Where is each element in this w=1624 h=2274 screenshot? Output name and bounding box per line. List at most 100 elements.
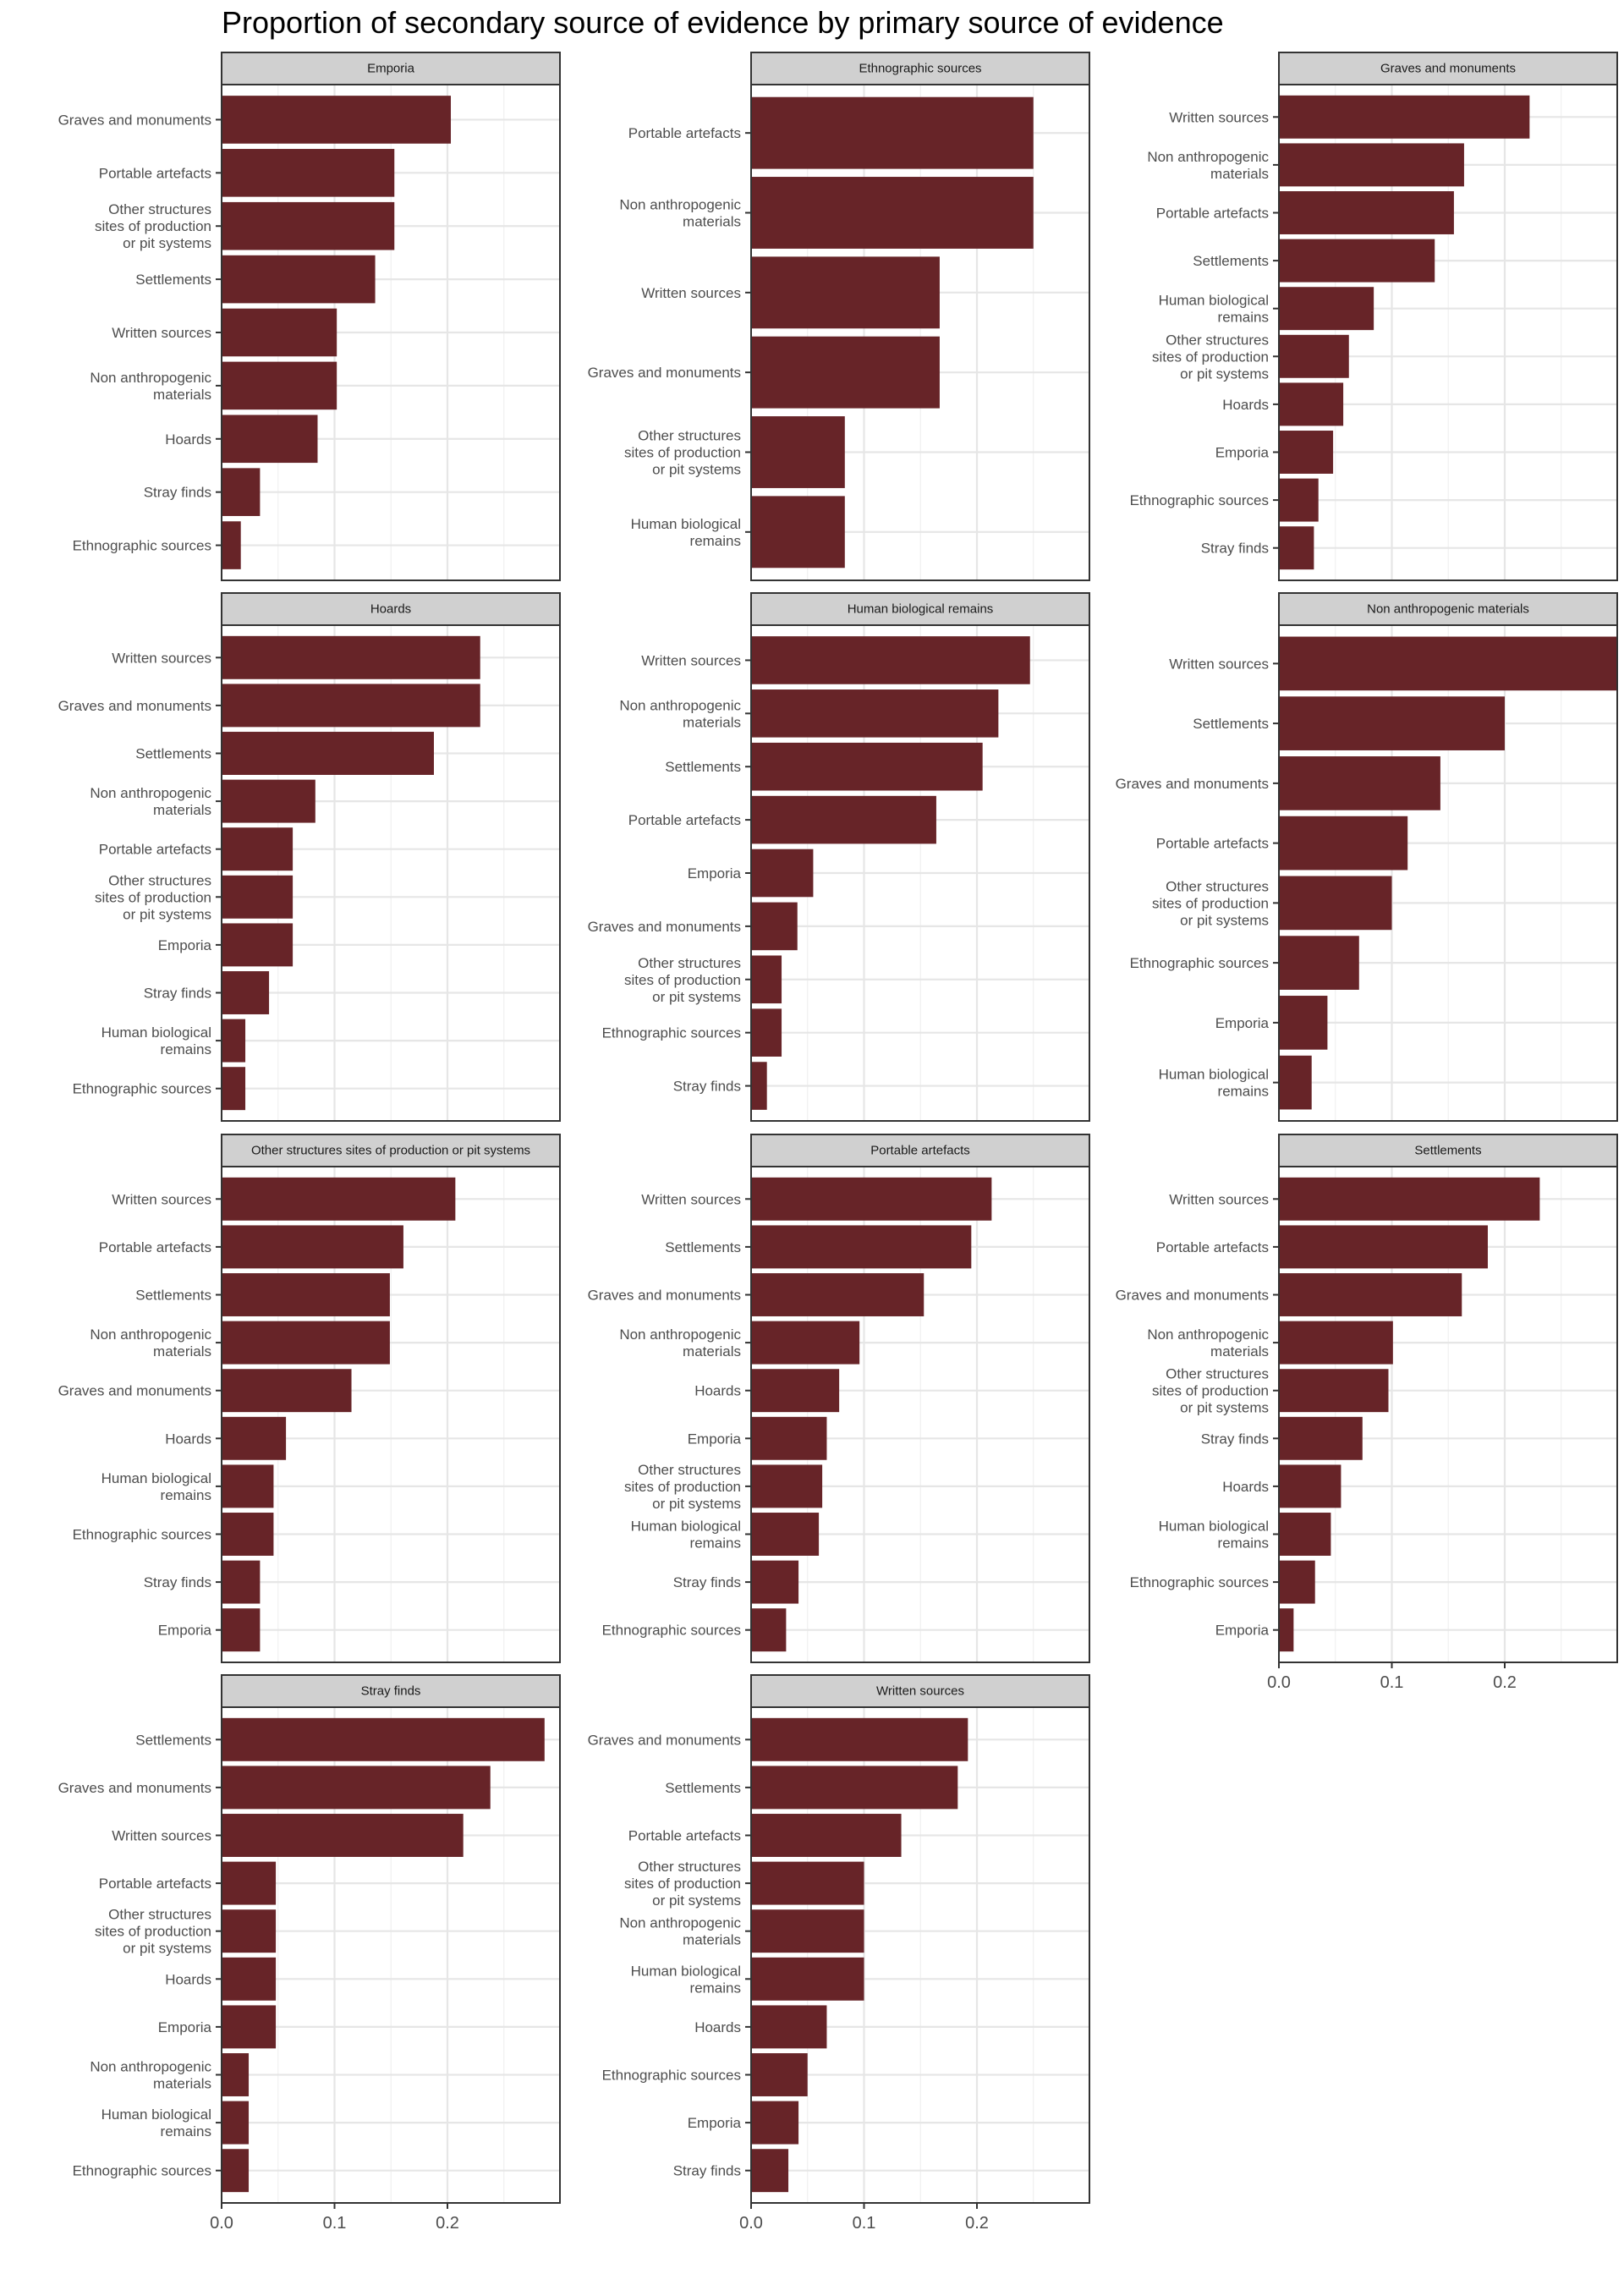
bar[interactable] [222, 779, 315, 823]
bar[interactable] [1279, 1225, 1488, 1269]
bar[interactable] [751, 1369, 840, 1413]
bar[interactable] [222, 1814, 464, 1857]
bar[interactable] [222, 1560, 261, 1604]
bar[interactable] [222, 1608, 261, 1652]
bar[interactable] [1279, 1177, 1540, 1221]
bar[interactable] [751, 1560, 799, 1604]
bar[interactable] [751, 636, 1030, 684]
bar[interactable] [751, 689, 999, 738]
bar[interactable] [1279, 526, 1314, 570]
bar[interactable] [751, 1464, 823, 1508]
bar[interactable] [751, 256, 940, 329]
bar[interactable] [1279, 936, 1359, 990]
bar[interactable] [222, 1177, 456, 1221]
bar[interactable] [1279, 287, 1374, 331]
bar[interactable] [222, 96, 452, 144]
bar[interactable] [222, 2101, 250, 2145]
bar[interactable] [222, 827, 294, 871]
bar[interactable] [751, 1909, 864, 1953]
bar[interactable] [222, 1957, 277, 2001]
bar[interactable] [751, 1861, 864, 1905]
bar[interactable] [222, 875, 294, 919]
bar[interactable] [222, 1321, 390, 1365]
bar[interactable] [1279, 1369, 1389, 1413]
bar[interactable] [222, 732, 434, 775]
bar[interactable] [222, 521, 241, 569]
bar[interactable] [751, 2101, 799, 2145]
bar[interactable] [751, 1957, 864, 2001]
bar[interactable] [1279, 636, 1618, 691]
bar[interactable] [222, 468, 261, 516]
bar[interactable] [1279, 191, 1454, 234]
bar[interactable] [1279, 1513, 1331, 1556]
bar[interactable] [1279, 1560, 1315, 1604]
bar[interactable] [1279, 239, 1435, 283]
bar[interactable] [222, 308, 337, 357]
bar[interactable] [751, 955, 782, 1004]
bar[interactable] [751, 1273, 924, 1316]
bar[interactable] [751, 1717, 968, 1761]
bar[interactable] [222, 1067, 246, 1111]
bar[interactable] [222, 1717, 545, 1761]
bar[interactable] [1279, 478, 1319, 522]
bar[interactable] [751, 902, 798, 951]
bar[interactable] [1279, 996, 1328, 1050]
bar[interactable] [222, 1225, 403, 1269]
bar[interactable] [1279, 1321, 1393, 1365]
bar[interactable] [222, 1766, 491, 1810]
bar[interactable] [222, 971, 270, 1014]
bar[interactable] [222, 1273, 390, 1316]
bar[interactable] [222, 635, 480, 679]
bar[interactable] [222, 2149, 250, 2193]
bar[interactable] [1279, 1055, 1312, 1110]
bar[interactable] [222, 1861, 277, 1905]
bar[interactable] [751, 1225, 972, 1269]
bar[interactable] [751, 2053, 808, 2096]
bar[interactable] [1279, 1273, 1462, 1316]
bar[interactable] [1279, 431, 1334, 474]
bar[interactable] [751, 177, 1034, 249]
bar[interactable] [751, 1062, 767, 1110]
bar[interactable] [222, 1464, 274, 1508]
bar[interactable] [1279, 816, 1408, 871]
bar[interactable] [222, 1909, 277, 1953]
bar[interactable] [751, 742, 983, 791]
bar[interactable] [222, 255, 376, 304]
bar[interactable] [751, 1608, 787, 1652]
bar[interactable] [222, 361, 337, 410]
bar[interactable] [751, 1321, 860, 1365]
bar[interactable] [222, 2005, 277, 2049]
bar[interactable] [1279, 756, 1440, 810]
bar[interactable] [222, 415, 318, 464]
bar[interactable] [751, 1513, 820, 1556]
bar[interactable] [1279, 696, 1505, 750]
bar[interactable] [1279, 876, 1392, 931]
bar[interactable] [1279, 334, 1349, 378]
bar[interactable] [751, 416, 845, 488]
bar[interactable] [1279, 143, 1464, 187]
bar[interactable] [751, 336, 940, 409]
bar[interactable] [1279, 1416, 1363, 1460]
bar[interactable] [1279, 1608, 1294, 1652]
bar[interactable] [1279, 95, 1530, 139]
bar[interactable] [751, 849, 814, 898]
bar[interactable] [222, 149, 395, 197]
bar[interactable] [222, 1019, 246, 1063]
bar[interactable] [751, 1416, 827, 1460]
bar[interactable] [751, 795, 936, 844]
bar[interactable] [222, 923, 294, 967]
bar[interactable] [751, 2149, 789, 2193]
bar[interactable] [222, 684, 480, 728]
bar[interactable] [222, 2053, 250, 2096]
bar[interactable] [1279, 382, 1344, 426]
bar[interactable] [751, 1008, 782, 1057]
bar[interactable] [751, 496, 845, 568]
bar[interactable] [222, 201, 395, 250]
bar[interactable] [222, 1416, 287, 1460]
bar[interactable] [751, 1814, 902, 1857]
bar[interactable] [751, 1766, 958, 1810]
bar[interactable] [751, 96, 1034, 169]
bar[interactable] [222, 1513, 274, 1556]
bar[interactable] [751, 1177, 992, 1221]
bar[interactable] [222, 1369, 352, 1413]
